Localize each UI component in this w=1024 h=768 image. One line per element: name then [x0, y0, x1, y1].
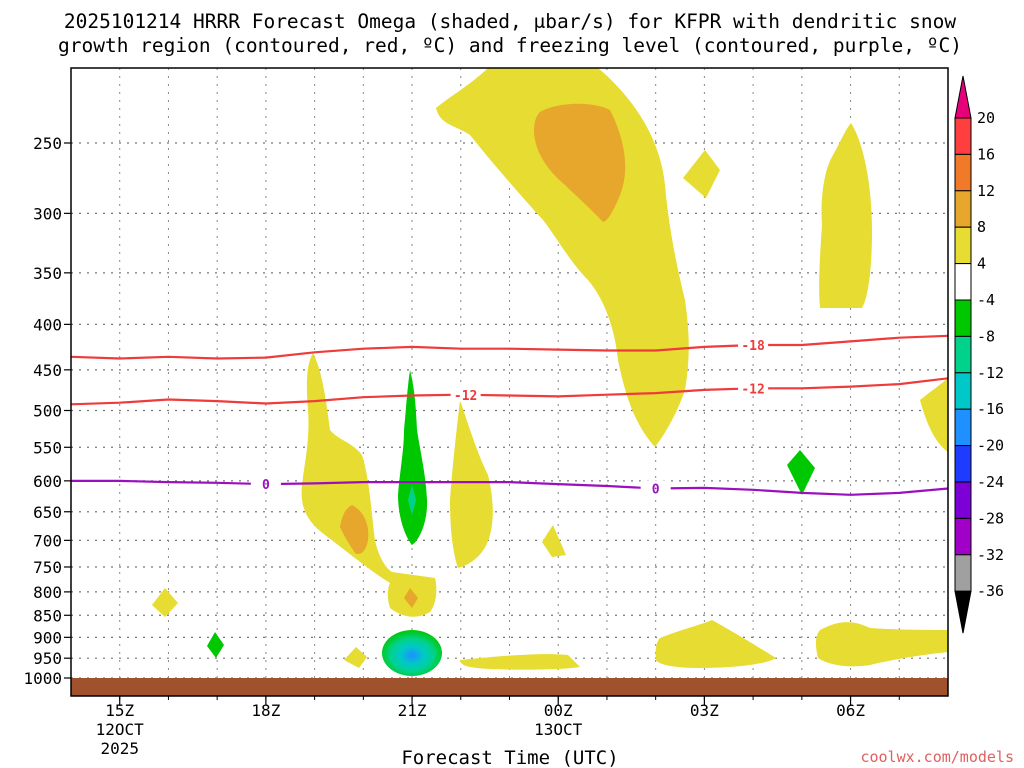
colorbar-segment — [954, 517, 972, 556]
dgz-contour-line — [71, 334, 948, 360]
x-tick-label: 21Z — [398, 701, 427, 720]
contour-label-bg — [738, 337, 769, 353]
omega-region — [301, 353, 437, 617]
y-tick-label: 800 — [33, 583, 62, 602]
y-tick-label: 500 — [33, 402, 62, 421]
colorbar-segment — [954, 117, 972, 155]
contour-label: -12 — [454, 389, 477, 404]
colorbar-segment — [954, 335, 972, 374]
x-tick-label: 06Z — [836, 701, 865, 720]
colorbar-label: -12 — [977, 364, 1004, 382]
colorbar-segment — [954, 554, 972, 592]
colorbar-label: 4 — [977, 255, 986, 273]
y-tick-label: 450 — [33, 361, 62, 380]
omega-region — [787, 450, 815, 495]
omega-region — [450, 400, 493, 568]
contour-label-bg — [450, 386, 481, 402]
colorbar-label: -28 — [977, 509, 1004, 527]
freezing-level-line — [71, 479, 948, 496]
x-axis-label: Forecast Time (UTC) — [401, 747, 618, 768]
chart-title-line1: 2025101214 HRRR Forecast Omega (shaded, … — [64, 10, 956, 33]
colorbar-segment — [954, 190, 972, 228]
ground-surface — [71, 678, 948, 696]
omega-region — [819, 123, 872, 308]
y-tick-label: 850 — [33, 606, 62, 625]
omega-region — [683, 150, 720, 198]
y-tick-label: 300 — [33, 204, 62, 223]
colorbar-segment — [954, 445, 972, 483]
plot-area: -18 -12 -12 0 0 — [71, 68, 948, 696]
colorbar-segment — [954, 153, 972, 192]
colorbar-label: -24 — [977, 473, 1004, 491]
omega-region — [408, 485, 416, 515]
omega-shading — [152, 68, 948, 676]
colorbar-label: -4 — [977, 291, 995, 309]
contour-label: -18 — [741, 339, 765, 354]
colorbar-top-arrow — [954, 75, 972, 119]
chart-title-line2: growth region (contoured, red, ºC) and f… — [58, 34, 962, 57]
credit-text: coolwx.com/models — [860, 748, 1014, 766]
omega-region — [815, 622, 948, 667]
x-tick-label: 15Z — [105, 701, 134, 720]
colorbar-label: 16 — [977, 145, 995, 163]
omega-region — [152, 588, 178, 617]
y-tick-label: 350 — [33, 264, 62, 283]
y-tick-label: 650 — [33, 503, 62, 522]
omega-region — [436, 68, 689, 447]
omega-region — [340, 505, 369, 554]
y-tick-label: 1000 — [23, 669, 62, 688]
omega-region — [920, 378, 948, 452]
x-tick-date: 13OCT — [534, 720, 583, 739]
omega-region — [404, 588, 418, 608]
x-tick-date: 12OCT — [96, 720, 145, 739]
y-tick-label: 950 — [33, 649, 62, 668]
omega-region — [542, 525, 566, 557]
colorbar-label: 20 — [977, 109, 995, 127]
colorbar-segment — [954, 372, 972, 410]
contour-label: 0 — [652, 483, 660, 498]
y-tick-label: 700 — [33, 531, 62, 550]
colorbar-bottom-arrow — [954, 590, 972, 634]
contour-label: 0 — [262, 478, 270, 493]
x-tick-year: 2025 — [100, 739, 139, 758]
colorbar-label: 8 — [977, 218, 986, 236]
colorbar-segment — [954, 408, 972, 447]
omega-region — [398, 370, 428, 545]
colorbar-segment — [954, 299, 972, 337]
y-tick-label: 250 — [33, 134, 62, 153]
colorbar-label: -20 — [977, 437, 1004, 455]
y-tick-label: 550 — [33, 438, 62, 457]
contour-label-bg — [640, 480, 671, 496]
contour-label-bg — [250, 476, 281, 492]
x-tick-label: 18Z — [251, 701, 280, 720]
colorbar-label: -32 — [977, 546, 1004, 564]
y-tick-label: 900 — [33, 628, 62, 647]
omega-region — [344, 647, 367, 668]
colorbar-segment — [954, 481, 972, 519]
colorbar-label: -36 — [977, 582, 1004, 600]
contour-label-bg — [738, 380, 769, 396]
contour-lines: -18 -12 -12 0 0 — [71, 334, 948, 498]
contour-label: -12 — [741, 382, 764, 397]
y-tick-label: 400 — [33, 315, 62, 334]
y-tick-label: 750 — [33, 558, 62, 577]
y-axis: 250 300 350 400 450 500 550 600 650 700 750 800 850 9… — [23, 134, 71, 688]
omega-region — [460, 654, 580, 670]
dgz-contour-line — [71, 377, 948, 406]
omega-region — [207, 632, 224, 658]
colorbar-segment — [954, 263, 972, 301]
colorbar-label: -16 — [977, 400, 1004, 418]
omega-region — [382, 630, 442, 676]
colorbar: 20 16 12 8 4 -4 -8 -12 -16 -20 -24 -28 -32 -36 — [954, 75, 1004, 634]
omega-region — [534, 103, 626, 222]
y-tick-label: 600 — [33, 472, 62, 491]
omega-region — [655, 620, 776, 668]
colorbar-label: 12 — [977, 182, 995, 200]
x-tick-label: 00Z — [544, 701, 573, 720]
colorbar-label: -8 — [977, 327, 995, 345]
x-tick-label: 03Z — [690, 701, 719, 720]
colorbar-segment — [954, 226, 972, 265]
